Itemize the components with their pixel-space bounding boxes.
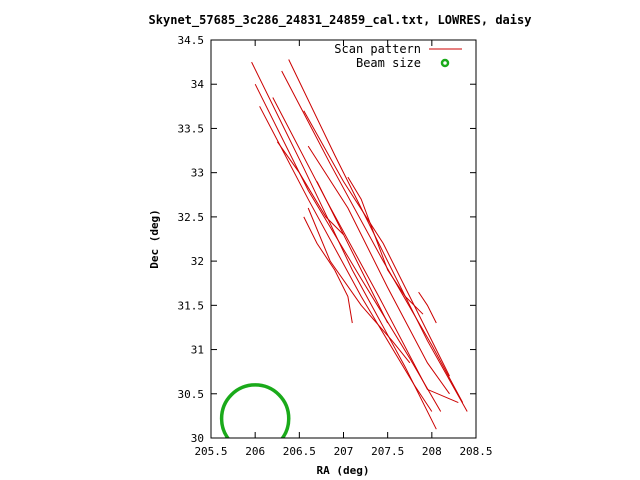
scan-pattern-path [281, 70, 464, 403]
scan-pattern-path [288, 59, 468, 412]
y-tick-label: 30 [191, 432, 204, 445]
y-tick-label: 34.5 [178, 34, 205, 47]
scan-pattern-path [251, 61, 437, 430]
plot-frame [210, 39, 477, 439]
scan-pattern-path [303, 110, 450, 377]
scan-pattern-path [307, 145, 450, 395]
x-tick-label: 206.5 [283, 445, 316, 458]
chart-title: Skynet_57685_3c286_24831_24859_cal.txt, … [149, 13, 532, 28]
scan-pattern-path [276, 141, 344, 235]
x-tick-label: 205.5 [194, 445, 227, 458]
y-tick-label: 32 [191, 255, 204, 268]
legend-label-beam-size: Beam size [356, 56, 421, 70]
scan-pattern-path [272, 97, 459, 404]
y-tick-label: 31 [191, 344, 204, 357]
x-tick-label: 208 [422, 445, 442, 458]
scan-pattern-path [418, 291, 437, 324]
scan-pattern-path [254, 83, 442, 412]
scan-pattern-path [259, 106, 433, 412]
scan-pattern-path [316, 181, 389, 324]
series-layer [219, 59, 468, 438]
y-tick-label: 31.5 [178, 299, 205, 312]
tick-layer: 205.5 206 206.5 207 207.5 208 208.5 30 30.5 31 31.… [178, 34, 493, 458]
y-axis-label: Dec (deg) [148, 209, 161, 269]
scan-pattern-path [303, 216, 353, 324]
x-tick-label: 207 [334, 445, 354, 458]
legend-swatch-beam-size [440, 58, 450, 68]
scan-pattern-path [307, 207, 411, 364]
scan-pattern-path [347, 176, 424, 315]
y-tick-label: 32.5 [178, 211, 205, 224]
x-tick-label: 208.5 [459, 445, 492, 458]
x-tick-label: 207.5 [371, 445, 404, 458]
y-tick-label: 33 [191, 167, 204, 180]
y-tick-label: 34 [191, 78, 205, 91]
y-tick-label: 33.5 [178, 122, 205, 135]
x-axis-label: RA (deg) [317, 464, 370, 477]
beam-size-circle [219, 383, 291, 438]
x-tick-label: 206 [245, 445, 265, 458]
y-tick-label: 30.5 [178, 388, 205, 401]
legend-label-scan-pattern: Scan pattern [334, 42, 421, 56]
legend: Scan pattern Beam size [334, 42, 462, 70]
